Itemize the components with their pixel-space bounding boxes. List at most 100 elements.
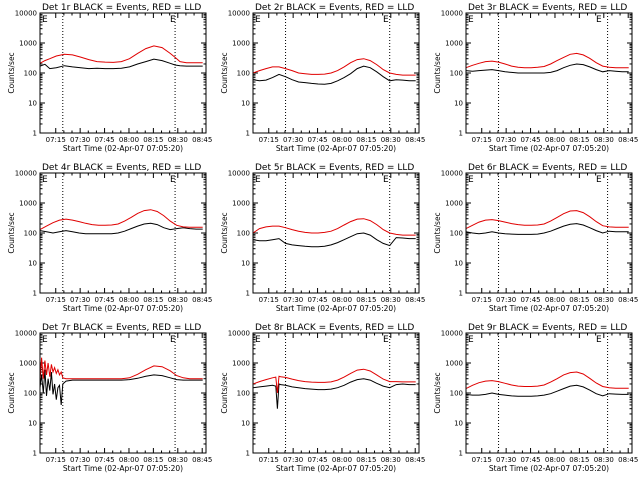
x-tick-label: 08:00 (332, 136, 352, 144)
plot-frame (465, 172, 633, 294)
y-tick-label: 1000 (232, 200, 250, 208)
plot-panel-3r: Det 3r BLACK = Events, RED = LLD 1 10 100 10… (433, 3, 638, 153)
y-tick-label: 1000 (232, 40, 250, 48)
corner-label-right: E (596, 175, 602, 185)
y-axis-label: Counts/sec (220, 372, 229, 413)
x-tick-label: 08:45 (192, 296, 212, 304)
corner-label-right: E (596, 335, 602, 345)
x-tick-label: 08:30 (168, 296, 188, 304)
x-tick-label: 07:15 (472, 136, 492, 144)
y-tick-label: 10 (241, 260, 250, 268)
y-tick-label: 1 (459, 130, 463, 138)
x-tick-label: 08:30 (594, 136, 614, 144)
series-events-line (252, 232, 416, 248)
y-tick-label: 100 (237, 390, 250, 398)
plot-title: Det 8r BLACK = Events, RED = LLD (255, 323, 414, 333)
y-tick-label: 10000 (441, 170, 463, 178)
series-lld-line (465, 210, 629, 230)
x-tick-label: 07:45 (94, 136, 114, 144)
x-tick-label: 08:45 (405, 296, 425, 304)
x-axis-label: Start Time (02-Apr-07 07:05:20) (489, 144, 609, 153)
y-tick-label: 1 (459, 290, 463, 298)
series-lld-line (465, 371, 629, 390)
y-tick-label: 10000 (15, 170, 37, 178)
y-tick-label: 1000 (445, 360, 463, 368)
plot-title: Det 6r BLACK = Events, RED = LLD (468, 163, 627, 173)
x-axis-label: Start Time (02-Apr-07 07:05:20) (63, 464, 183, 473)
corner-label-left: E (468, 175, 474, 185)
y-axis-label: Counts/sec (220, 52, 229, 93)
x-tick-label: 07:45 (520, 296, 540, 304)
plot-panel-2r: Det 2r BLACK = Events, RED = LLD 1 10 100 10… (220, 3, 425, 153)
x-tick-label: 07:15 (46, 136, 66, 144)
x-tick-label: 08:30 (594, 456, 614, 464)
y-tick-label: 1 (246, 450, 250, 458)
y-tick-label: 100 (237, 70, 250, 78)
corner-label-left: E (255, 335, 261, 345)
y-tick-label: 1 (33, 450, 37, 458)
y-tick-label: 10000 (441, 10, 463, 18)
x-axis-label: Start Time (02-Apr-07 07:05:20) (276, 464, 396, 473)
x-tick-label: 08:45 (405, 456, 425, 464)
plot-title: Det 7r BLACK = Events, RED = LLD (42, 323, 201, 333)
series-events-line (39, 369, 203, 405)
y-axis-label: Counts/sec (433, 52, 442, 93)
plot-frame (465, 12, 633, 134)
x-tick-label: 08:00 (332, 456, 352, 464)
x-tick-label: 07:45 (94, 296, 114, 304)
x-axis-label: Start Time (02-Apr-07 07:05:20) (63, 144, 183, 153)
corner-label-left: E (468, 335, 474, 345)
y-tick-label: 10000 (15, 330, 37, 338)
x-tick-label: 07:30 (496, 136, 516, 144)
series-lld-line (252, 368, 416, 394)
plot-title: Det 3r BLACK = Events, RED = LLD (468, 3, 627, 13)
x-tick-label: 08:30 (381, 296, 401, 304)
x-tick-label: 07:45 (520, 136, 540, 144)
x-tick-label: 08:00 (119, 456, 139, 464)
y-tick-label: 10 (28, 100, 37, 108)
plot-frame (252, 12, 420, 134)
series-events-line (39, 58, 203, 70)
x-tick-label: 07:15 (259, 136, 279, 144)
corner-label-right: E (383, 335, 389, 345)
y-tick-label: 10 (241, 100, 250, 108)
corner-label-left: E (468, 15, 474, 25)
plot-frame (252, 332, 420, 454)
y-tick-label: 10 (454, 100, 463, 108)
series-events-line (465, 223, 629, 235)
x-tick-label: 08:30 (381, 136, 401, 144)
x-tick-label: 08:00 (545, 456, 565, 464)
x-tick-label: 08:15 (356, 456, 376, 464)
x-tick-label: 07:15 (472, 456, 492, 464)
y-axis-label: Counts/sec (220, 212, 229, 253)
x-tick-label: 08:30 (168, 456, 188, 464)
series-events-line (252, 65, 416, 85)
x-tick-label: 07:15 (46, 296, 66, 304)
y-tick-label: 100 (237, 230, 250, 238)
x-tick-label: 08:15 (569, 456, 589, 464)
x-axis-label: Start Time (02-Apr-07 07:05:20) (276, 144, 396, 153)
x-tick-label: 07:45 (307, 136, 327, 144)
x-tick-label: 08:00 (332, 296, 352, 304)
plot-panel-1r: Det 1r BLACK = Events, RED = LLD 1 10 100 10… (7, 3, 212, 153)
corner-label-right: E (170, 335, 176, 345)
x-tick-label: 07:30 (70, 296, 90, 304)
y-tick-label: 100 (450, 390, 463, 398)
x-tick-label: 07:15 (46, 456, 66, 464)
series-events-line (465, 63, 629, 74)
plot-panel-5r: Det 5r BLACK = Events, RED = LLD 1 10 100 10… (220, 163, 425, 313)
y-tick-label: 10000 (15, 10, 37, 18)
y-axis-label: Counts/sec (7, 52, 16, 93)
y-tick-label: 1 (33, 130, 37, 138)
y-axis-label: Counts/sec (433, 212, 442, 253)
x-tick-label: 08:45 (192, 136, 212, 144)
plot-frame (252, 172, 420, 294)
x-tick-label: 07:30 (70, 136, 90, 144)
series-lld-line (39, 45, 203, 64)
y-tick-label: 1000 (19, 360, 37, 368)
corner-label-left: E (42, 335, 48, 345)
x-tick-label: 08:30 (594, 296, 614, 304)
corner-label-left: E (255, 15, 261, 25)
plot-frame (39, 332, 207, 454)
